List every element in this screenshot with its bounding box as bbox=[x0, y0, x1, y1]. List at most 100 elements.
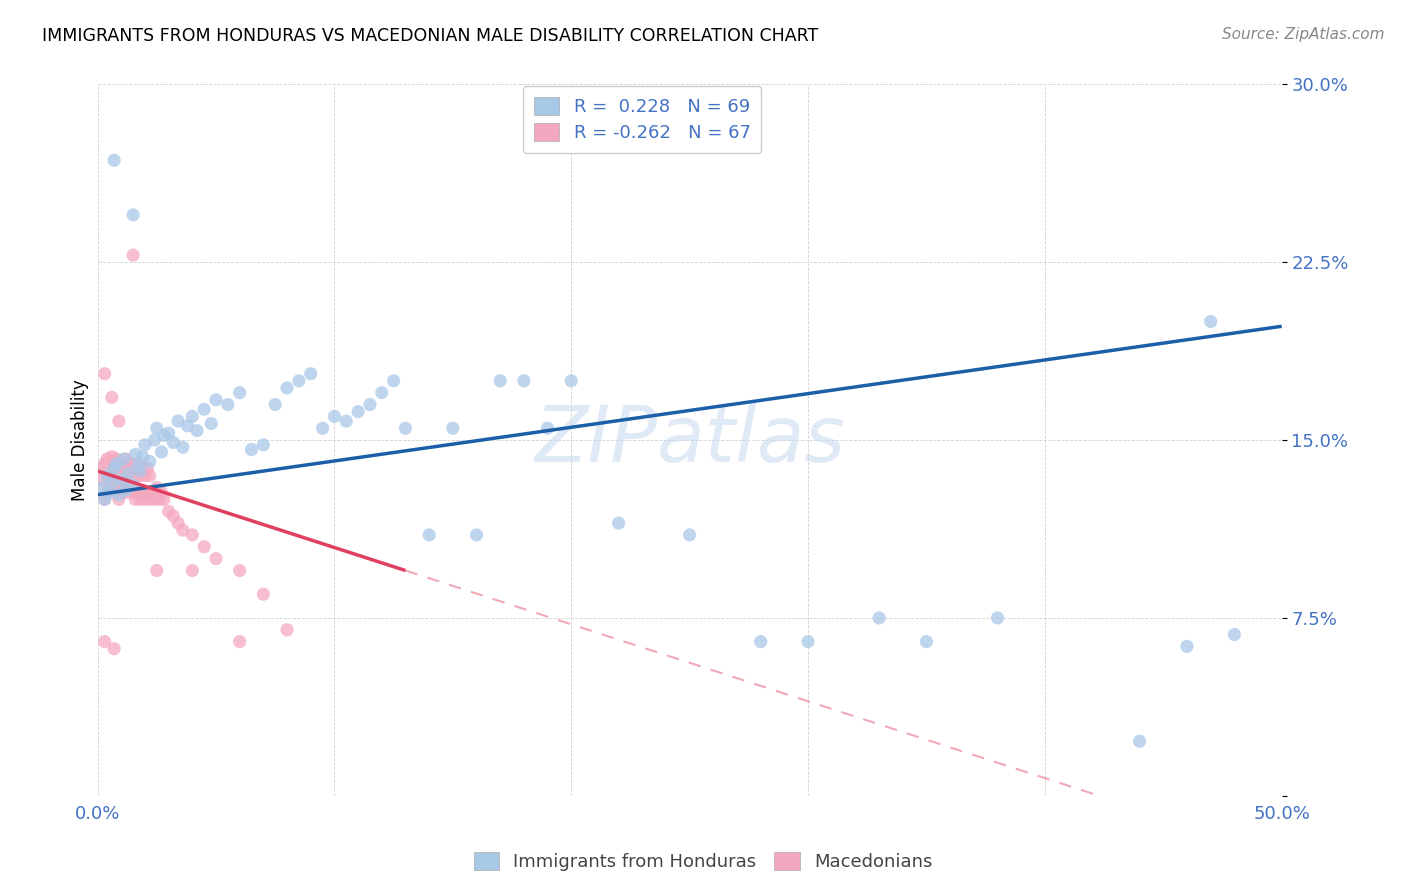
Point bbox=[112, 452, 135, 467]
Point bbox=[176, 418, 198, 433]
Point bbox=[134, 492, 156, 507]
Legend: R =  0.228   N = 69, R = -0.262   N = 67: R = 0.228 N = 69, R = -0.262 N = 67 bbox=[523, 87, 762, 153]
Point bbox=[124, 468, 146, 483]
Point bbox=[228, 385, 250, 400]
Point bbox=[299, 367, 322, 381]
Point bbox=[181, 564, 204, 578]
Point bbox=[162, 435, 184, 450]
Point bbox=[98, 485, 121, 500]
Point bbox=[98, 481, 121, 495]
Point bbox=[103, 461, 125, 475]
Point bbox=[205, 551, 228, 566]
Point bbox=[323, 409, 346, 424]
Point bbox=[868, 611, 890, 625]
Point bbox=[101, 450, 124, 464]
Point bbox=[115, 483, 138, 497]
Point bbox=[136, 485, 159, 500]
Point bbox=[382, 374, 405, 388]
Point bbox=[167, 516, 190, 530]
Point bbox=[143, 433, 166, 447]
Point bbox=[91, 474, 114, 488]
Point bbox=[93, 457, 115, 471]
Point bbox=[110, 481, 132, 495]
Point bbox=[797, 634, 820, 648]
Point bbox=[465, 528, 488, 542]
Point bbox=[108, 414, 131, 428]
Point bbox=[120, 457, 142, 471]
Point bbox=[89, 461, 111, 475]
Point bbox=[141, 485, 163, 500]
Point bbox=[93, 492, 115, 507]
Point bbox=[93, 492, 115, 507]
Text: ZIPatlas: ZIPatlas bbox=[534, 402, 845, 478]
Point bbox=[108, 488, 131, 502]
Point bbox=[986, 611, 1008, 625]
Point bbox=[157, 504, 180, 518]
Point bbox=[228, 634, 250, 648]
Point bbox=[418, 528, 440, 542]
Point bbox=[101, 475, 124, 490]
Point bbox=[146, 421, 169, 435]
Point bbox=[112, 485, 135, 500]
Point bbox=[607, 516, 630, 530]
Point bbox=[129, 468, 152, 483]
Point bbox=[103, 461, 125, 475]
Point bbox=[96, 452, 118, 467]
Point bbox=[394, 421, 416, 435]
Point bbox=[157, 425, 180, 440]
Point bbox=[138, 454, 160, 468]
Point bbox=[749, 634, 772, 648]
Point bbox=[112, 461, 135, 475]
Point bbox=[138, 492, 160, 507]
Point bbox=[276, 623, 298, 637]
Point bbox=[127, 457, 149, 471]
Point bbox=[150, 485, 173, 500]
Point bbox=[91, 481, 114, 495]
Point bbox=[143, 492, 166, 507]
Point bbox=[252, 438, 274, 452]
Point bbox=[117, 467, 139, 481]
Point bbox=[371, 385, 394, 400]
Point bbox=[153, 492, 176, 507]
Point bbox=[136, 461, 159, 475]
Point bbox=[335, 414, 357, 428]
Point bbox=[217, 398, 239, 412]
Point bbox=[101, 391, 124, 405]
Point bbox=[1175, 640, 1198, 654]
Point bbox=[96, 468, 118, 483]
Point bbox=[122, 248, 145, 262]
Point bbox=[359, 398, 381, 412]
Point bbox=[679, 528, 702, 542]
Point bbox=[1223, 627, 1246, 641]
Point bbox=[560, 374, 582, 388]
Point bbox=[103, 153, 125, 168]
Point bbox=[150, 445, 173, 459]
Point bbox=[105, 452, 128, 467]
Point bbox=[93, 367, 115, 381]
Y-axis label: Male Disability: Male Disability bbox=[72, 379, 89, 501]
Point bbox=[103, 641, 125, 656]
Point bbox=[108, 492, 131, 507]
Point bbox=[134, 438, 156, 452]
Point bbox=[193, 540, 215, 554]
Point bbox=[115, 452, 138, 467]
Text: IMMIGRANTS FROM HONDURAS VS MACEDONIAN MALE DISABILITY CORRELATION CHART: IMMIGRANTS FROM HONDURAS VS MACEDONIAN M… bbox=[42, 27, 818, 45]
Point bbox=[98, 468, 121, 483]
Legend: Immigrants from Honduras, Macedonians: Immigrants from Honduras, Macedonians bbox=[467, 846, 939, 879]
Point bbox=[129, 492, 152, 507]
Point bbox=[489, 374, 512, 388]
Point bbox=[441, 421, 464, 435]
Point bbox=[200, 417, 222, 431]
Point bbox=[127, 459, 149, 474]
Point bbox=[311, 421, 333, 435]
Point bbox=[115, 475, 138, 490]
Point bbox=[124, 492, 146, 507]
Point bbox=[193, 402, 215, 417]
Point bbox=[1199, 314, 1222, 328]
Point bbox=[127, 485, 149, 500]
Point bbox=[181, 528, 204, 542]
Point bbox=[205, 392, 228, 407]
Point bbox=[110, 457, 132, 471]
Point bbox=[122, 478, 145, 492]
Point bbox=[181, 409, 204, 424]
